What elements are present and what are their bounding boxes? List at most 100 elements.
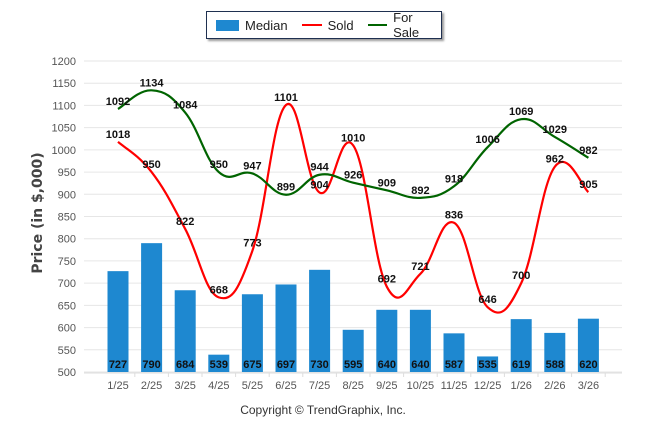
x-tick-label: 10/25: [407, 380, 435, 392]
y-tick-label: 550: [58, 345, 76, 357]
median-bar-label: 697: [277, 359, 295, 371]
legend-item-for-sale[interactable]: For Sale: [354, 10, 441, 40]
y-tick-label: 1050: [52, 123, 76, 135]
legend-item-sold[interactable]: Sold: [288, 18, 354, 33]
sold-point-label: 905: [579, 179, 597, 191]
median-bar: [342, 329, 364, 372]
for-sale-point-label: 892: [411, 185, 429, 197]
for-sale-point-label: 926: [344, 170, 362, 182]
for-sale-point-label: 982: [579, 145, 597, 157]
sold-point-label: 773: [243, 238, 261, 250]
sold-point-label: 904: [310, 180, 329, 192]
y-tick-label: 650: [58, 300, 76, 312]
y-tick-label: 800: [58, 234, 76, 246]
median-bar-label: 587: [445, 359, 463, 371]
for-sale-point-label: 944: [310, 162, 329, 174]
sold-line: [117, 103, 590, 314]
sold-point-label: 646: [478, 294, 496, 306]
median-bar: [544, 332, 566, 372]
x-tick-label: 5/25: [242, 380, 263, 392]
median-bar: [409, 309, 431, 372]
sold-point-label: 962: [546, 154, 564, 166]
median-bar-label: 595: [344, 359, 362, 371]
y-tick-label: 700: [58, 278, 76, 290]
legend-item-median[interactable]: Median: [207, 18, 288, 33]
for-sale-point-label: 947: [243, 160, 261, 172]
for-sale-point-label: 1092: [106, 96, 130, 108]
y-tick-label: 950: [58, 167, 76, 179]
y-tick-label: 750: [58, 256, 76, 268]
median-bar-label: 675: [243, 359, 261, 371]
median-bar: [275, 284, 297, 372]
sold-point-label: 668: [210, 284, 228, 296]
sold-point-label: 1018: [106, 129, 130, 141]
x-tick-label: 7/25: [309, 380, 330, 392]
for-sale-line: [117, 89, 589, 199]
x-tick-label: 2/26: [544, 380, 565, 392]
median-bar: [477, 356, 499, 372]
for-sale-point-label: 950: [210, 159, 228, 171]
y-tick-label: 1000: [52, 145, 76, 157]
x-tick-label: 1/25: [107, 380, 128, 392]
for-sale-line-icon: [367, 24, 388, 26]
median-bar-labels: 727 790 684 539 675 697 730 595 640 640 587 535 619 5…: [109, 359, 598, 371]
x-tick-label: 4/25: [208, 380, 229, 392]
y-tick-label: 1150: [52, 78, 76, 90]
x-tick-label: 11/25: [441, 380, 468, 392]
median-bar-label: 535: [478, 359, 496, 371]
y-tick-label: 1100: [52, 100, 76, 112]
median-bar: [309, 269, 331, 372]
legend-label-median: Median: [245, 17, 288, 33]
y-tick-label: 850: [58, 212, 76, 224]
x-tick-label: 8/25: [342, 380, 363, 392]
y-tick-label: 1200: [52, 56, 76, 68]
median-bar: [241, 294, 263, 372]
legend: Median Sold For Sale: [206, 10, 442, 40]
for-sale-point-label: 909: [378, 177, 396, 189]
x-axis-ticks: 1/25 2/25 3/25 4/25 5/25 6/25 7/25 8/25 9/25 10/2…: [84, 372, 622, 392]
median-bar-label: 539: [210, 359, 228, 371]
for-sale-point-label: 1006: [475, 134, 499, 146]
median-bar: [510, 319, 532, 372]
sold-point-label: 700: [512, 270, 530, 282]
median-swatch-icon: [216, 19, 239, 31]
x-tick-label: 12/25: [474, 380, 502, 392]
for-sale-point-label: 1084: [173, 100, 198, 112]
sold-point-label: 721: [411, 261, 429, 273]
legend-label-sold: Sold: [327, 17, 354, 33]
sold-point-label: 836: [445, 210, 463, 222]
median-bar-label: 640: [411, 359, 429, 371]
median-bar-label: 684: [176, 359, 195, 371]
median-bar: [577, 318, 599, 372]
for-sale-point-label: 1069: [509, 106, 533, 118]
median-bar: [141, 243, 163, 372]
sold-point-label: 1010: [341, 132, 365, 144]
median-bar-label: 640: [378, 359, 396, 371]
sold-point-label: 822: [176, 216, 194, 228]
median-bar-label: 727: [109, 359, 127, 371]
median-bar-label: 620: [579, 359, 597, 371]
sold-point-label: 692: [378, 274, 396, 286]
y-axis-title: Price (in $,000): [30, 152, 46, 274]
x-tick-label: 3/26: [578, 380, 599, 392]
copyright: Copyright © TrendGraphix, Inc.: [240, 403, 406, 417]
sold-line-icon: [301, 24, 322, 26]
sold-point-label: 1101: [274, 92, 298, 104]
sold-point-label: 950: [142, 159, 160, 171]
line-labels: 1018 950 822 668 773 1101 904 1010 692 721 836 646 7…: [106, 77, 598, 306]
y-axis-ticks: 500 550 600 650 700 750 800 850 900 950 1000 1050 11…: [52, 56, 76, 379]
x-tick-label: 6/25: [275, 380, 296, 392]
for-sale-point-label: 1134: [140, 77, 165, 89]
legend-label-for-sale: For Sale: [393, 10, 420, 40]
for-sale-point-label: 1029: [543, 124, 567, 136]
median-bar-label: 588: [546, 359, 564, 371]
median-bar-label: 730: [310, 359, 328, 371]
median-bar: [174, 290, 196, 372]
median-bars: [107, 243, 599, 372]
for-sale-point-label: 918: [445, 173, 463, 185]
series-lines: [117, 89, 590, 314]
y-tick-label: 900: [58, 189, 76, 201]
median-bar-label: 619: [512, 359, 530, 371]
median-bar-label: 790: [142, 359, 160, 371]
